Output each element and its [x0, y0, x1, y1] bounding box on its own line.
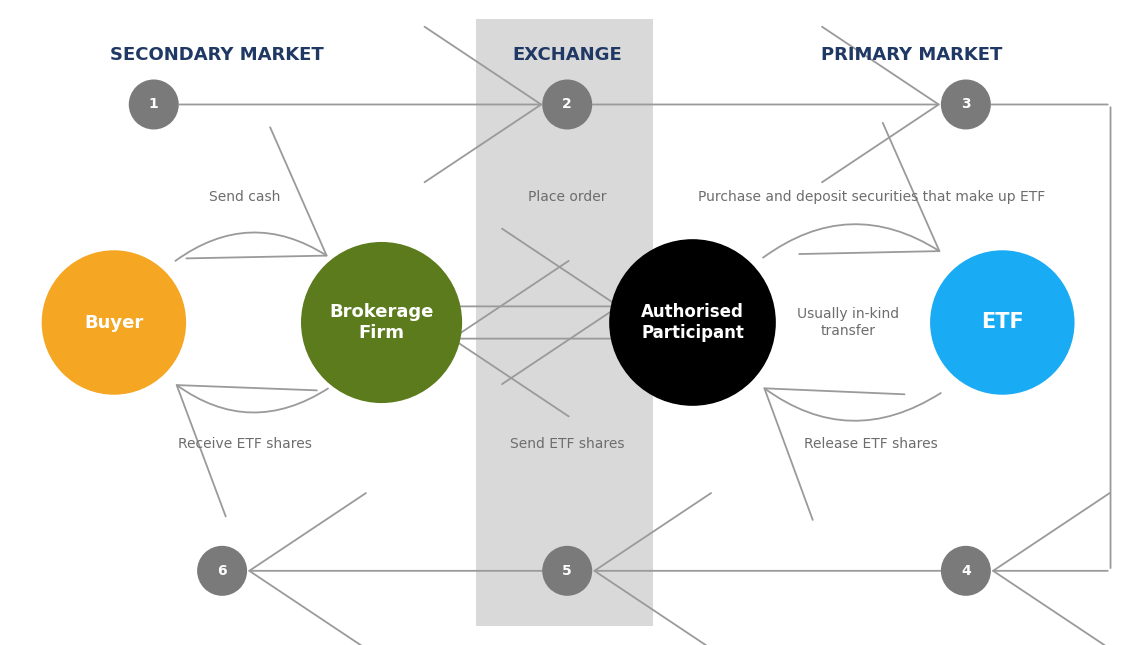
Text: PRIMARY MARKET: PRIMARY MARKET — [820, 46, 1002, 64]
Text: 1: 1 — [149, 97, 158, 112]
Text: Send ETF shares: Send ETF shares — [510, 437, 624, 451]
FancyArrowPatch shape — [179, 26, 541, 183]
FancyArrowPatch shape — [993, 493, 1109, 645]
Ellipse shape — [941, 79, 991, 130]
Ellipse shape — [609, 239, 776, 406]
FancyArrowPatch shape — [452, 261, 621, 417]
Text: 6: 6 — [218, 564, 227, 578]
Text: ETF: ETF — [981, 312, 1024, 333]
Text: SECONDARY MARKET: SECONDARY MARKET — [109, 46, 323, 64]
Text: Usually in-kind
transfer: Usually in-kind transfer — [797, 308, 900, 337]
Ellipse shape — [542, 546, 592, 596]
Ellipse shape — [301, 242, 462, 403]
FancyArrowPatch shape — [764, 388, 941, 520]
FancyArrowPatch shape — [450, 228, 618, 384]
FancyArrowPatch shape — [177, 385, 328, 517]
Text: 3: 3 — [961, 97, 970, 112]
Text: Buyer: Buyer — [84, 313, 144, 332]
Text: 5: 5 — [563, 564, 572, 578]
Text: Release ETF shares: Release ETF shares — [804, 437, 939, 451]
Ellipse shape — [42, 250, 186, 395]
Ellipse shape — [129, 79, 179, 130]
FancyArrowPatch shape — [175, 127, 327, 261]
Text: Brokerage
Firm: Brokerage Firm — [329, 303, 434, 342]
Text: EXCHANGE: EXCHANGE — [513, 46, 622, 64]
Ellipse shape — [542, 79, 592, 130]
FancyArrowPatch shape — [249, 493, 543, 645]
Ellipse shape — [931, 250, 1074, 395]
Text: Receive ETF shares: Receive ETF shares — [178, 437, 312, 451]
Text: Authorised
Participant: Authorised Participant — [641, 303, 744, 342]
Ellipse shape — [197, 546, 247, 596]
FancyArrowPatch shape — [592, 26, 939, 183]
FancyArrowPatch shape — [763, 123, 940, 257]
Text: Send cash: Send cash — [210, 190, 280, 204]
Text: 2: 2 — [563, 97, 572, 112]
Bar — [476, 19, 653, 626]
Text: Place order: Place order — [528, 190, 606, 204]
Text: Purchase and deposit securities that make up ETF: Purchase and deposit securities that mak… — [698, 190, 1044, 204]
Ellipse shape — [941, 546, 991, 596]
Text: 4: 4 — [961, 564, 970, 578]
FancyArrowPatch shape — [595, 493, 941, 645]
